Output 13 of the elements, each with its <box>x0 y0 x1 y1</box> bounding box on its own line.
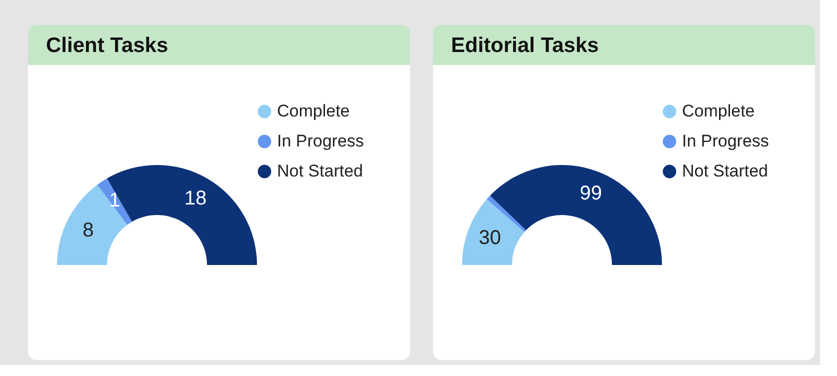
legend-label: In Progress <box>277 132 364 150</box>
legend-label: Not Started <box>277 162 363 180</box>
legend-label: Complete <box>277 102 350 120</box>
legend-label: In Progress <box>682 132 769 150</box>
data-label: 8 <box>82 219 94 242</box>
chart-title: Client Tasks <box>46 34 168 57</box>
data-label: 18 <box>184 187 207 210</box>
legend-label: Not Started <box>682 162 768 180</box>
chart-title: Editorial Tasks <box>451 34 599 57</box>
data-label: 1 <box>109 190 120 212</box>
data-label: 30 <box>478 226 502 249</box>
data-label: 99 <box>580 182 602 205</box>
legend-label: Complete <box>682 102 755 120</box>
